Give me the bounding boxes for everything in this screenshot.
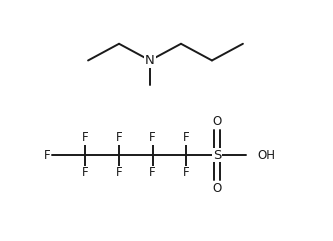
- Text: F: F: [82, 166, 89, 179]
- Text: N: N: [145, 54, 155, 67]
- Text: F: F: [116, 166, 122, 179]
- Text: F: F: [44, 149, 51, 162]
- Text: F: F: [149, 131, 156, 144]
- Text: OH: OH: [257, 149, 275, 162]
- Text: F: F: [183, 166, 189, 179]
- Text: F: F: [116, 131, 122, 144]
- Text: O: O: [212, 115, 222, 128]
- Text: S: S: [213, 149, 221, 162]
- Text: O: O: [212, 182, 222, 195]
- Text: F: F: [183, 131, 189, 144]
- Text: F: F: [149, 166, 156, 179]
- Text: F: F: [82, 131, 89, 144]
